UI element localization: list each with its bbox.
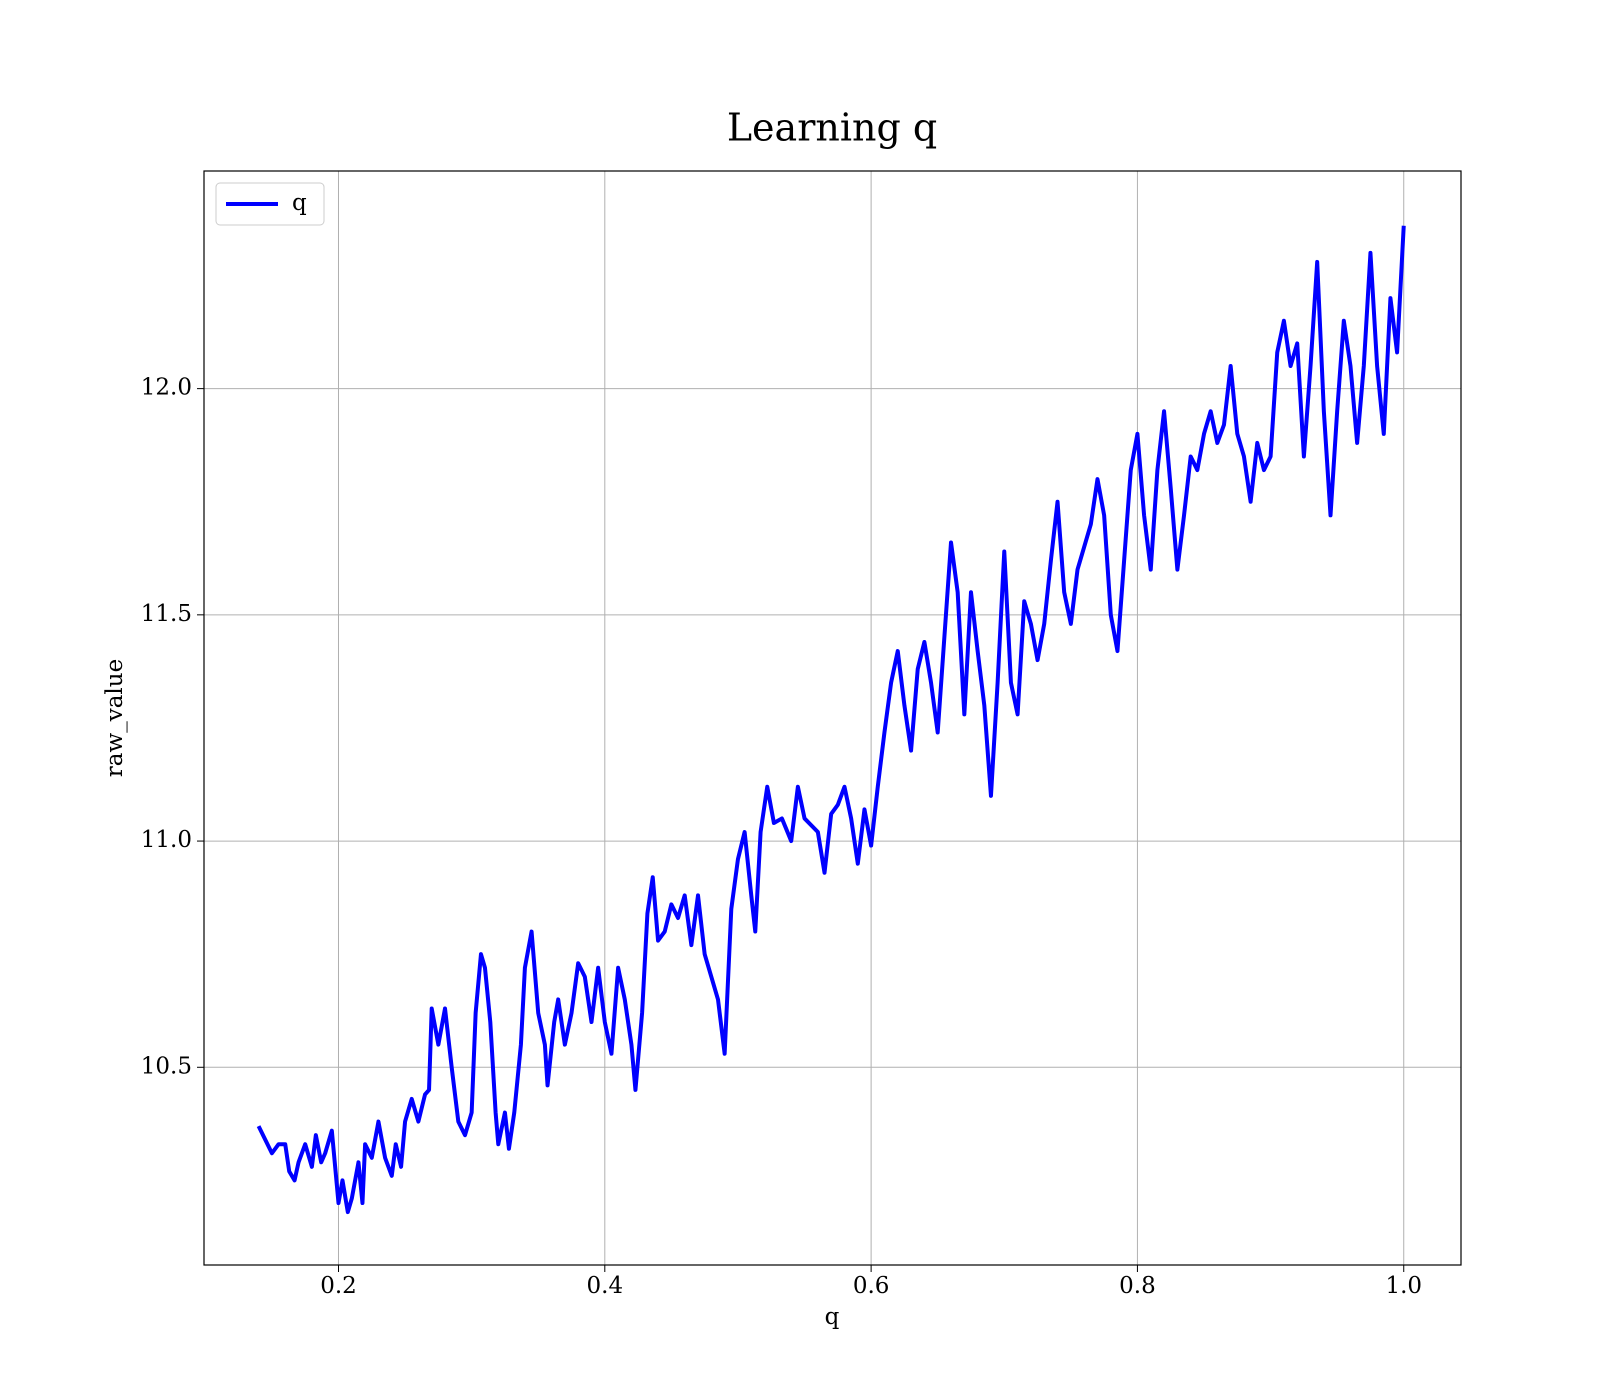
- legend-label: q: [292, 190, 307, 216]
- y-tick-label: 11.0: [141, 827, 192, 853]
- x-tick-label: 1.0: [1385, 1273, 1422, 1299]
- x-axis-label: q: [825, 1304, 840, 1330]
- plot-frame: [203, 170, 1462, 1266]
- y-tick-label: 11.5: [141, 601, 192, 627]
- y-tick-label: 10.5: [141, 1053, 192, 1079]
- chart-title: Learning q: [727, 106, 937, 150]
- x-tick-label: 0.6: [853, 1273, 890, 1299]
- y-axis-label: raw_value: [102, 659, 128, 777]
- data-line: [256, 225, 1406, 1215]
- y-tick-label: 12.0: [141, 375, 192, 401]
- x-tick-label: 0.8: [1119, 1273, 1156, 1299]
- x-tick-label: 0.4: [587, 1273, 624, 1299]
- x-tick-label: 0.2: [320, 1273, 357, 1299]
